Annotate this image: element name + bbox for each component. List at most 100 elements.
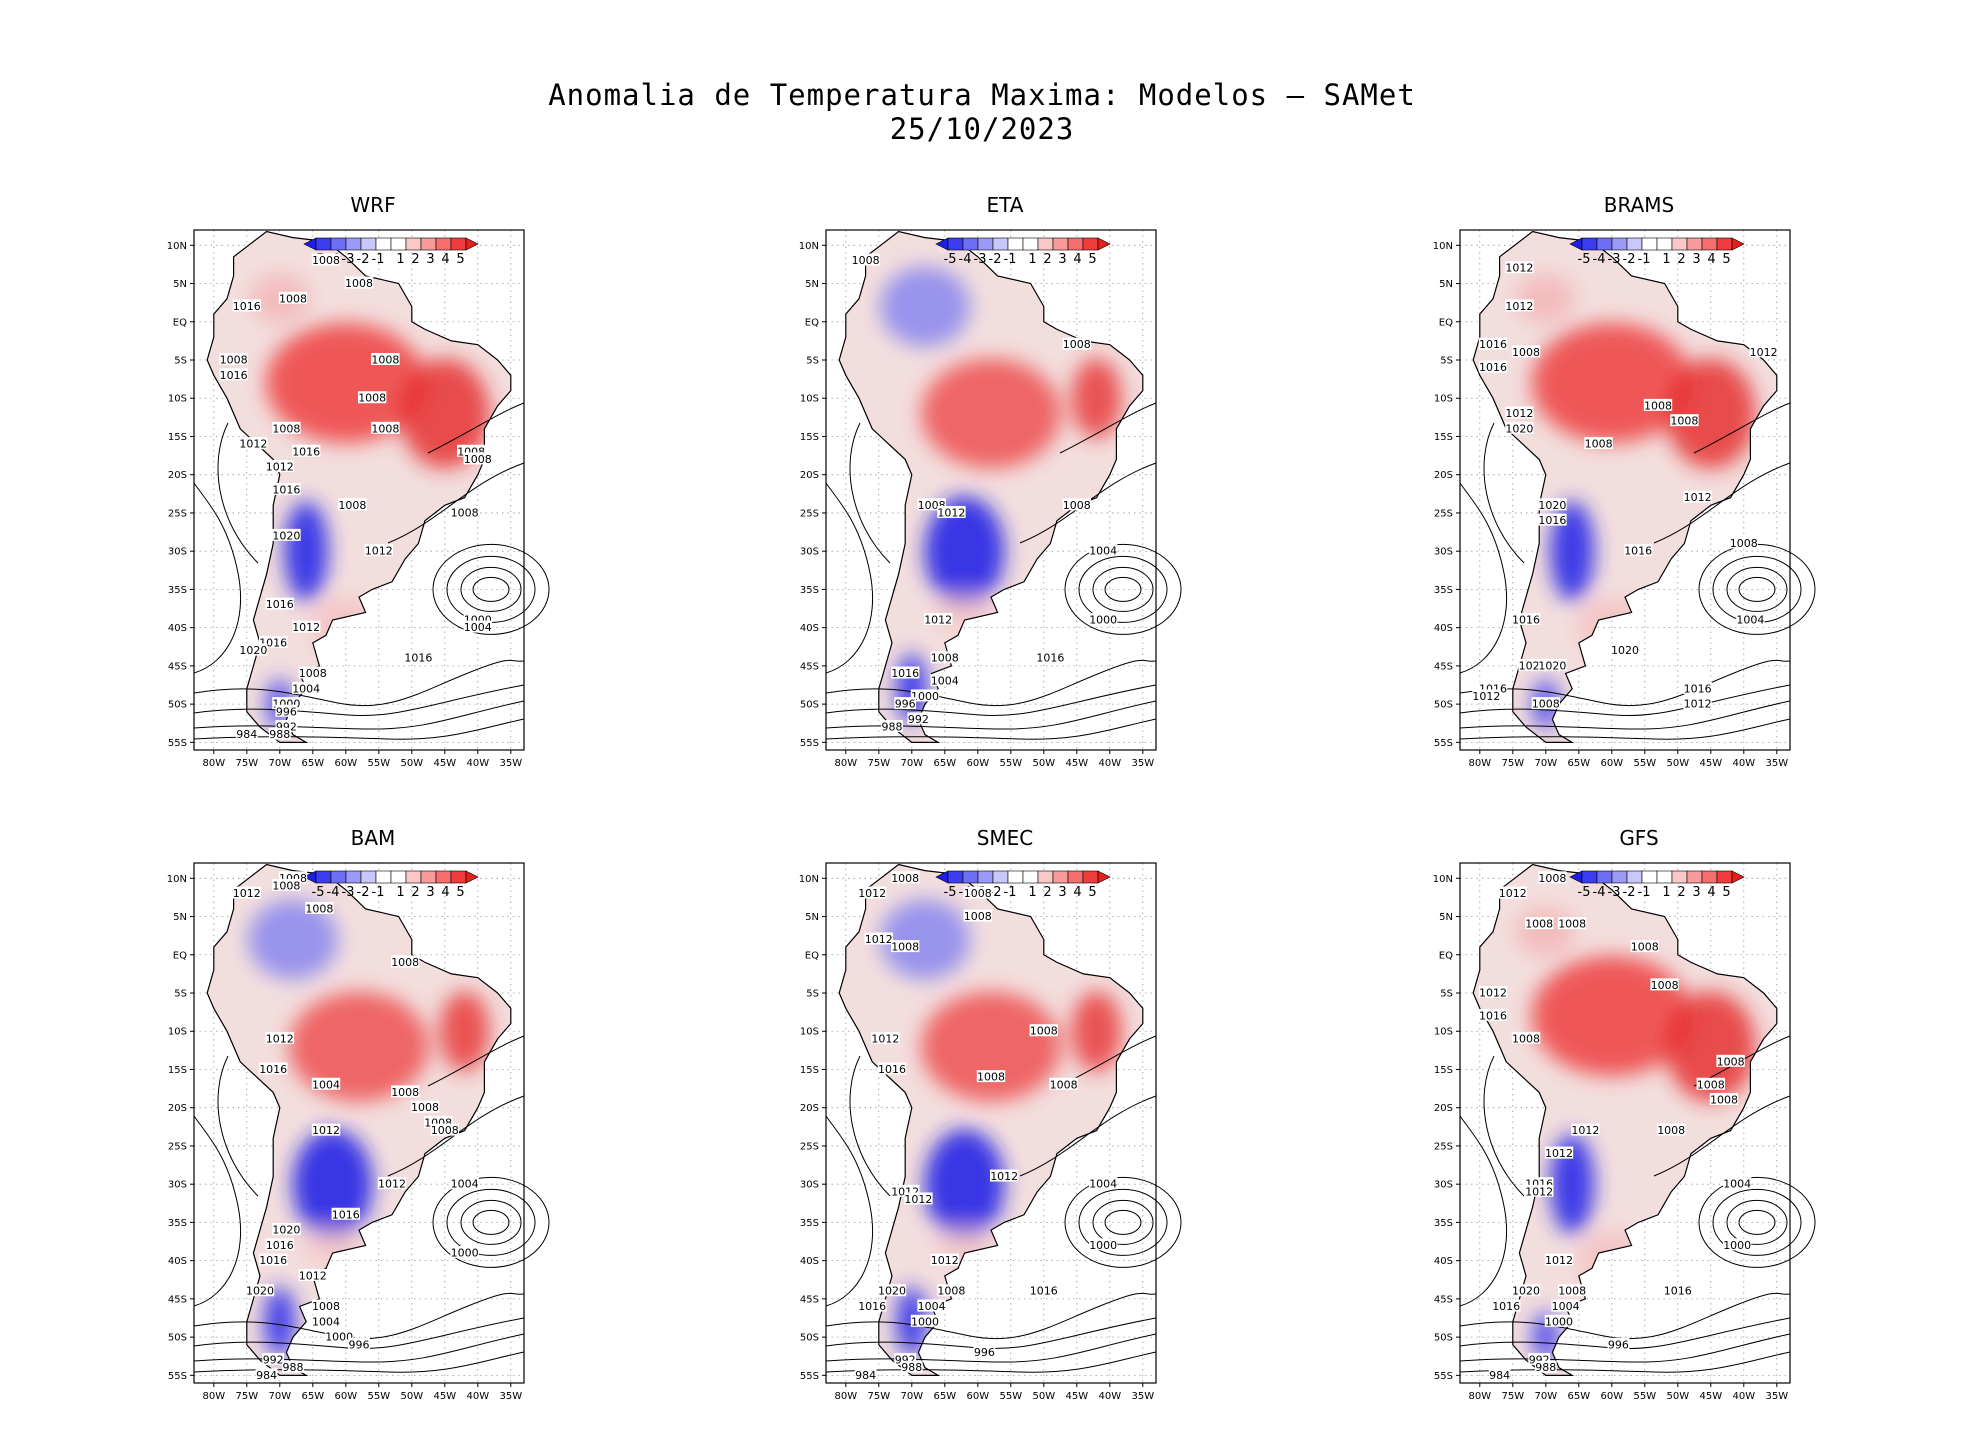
isobar-label: 1008 — [1644, 399, 1672, 412]
isobar-label: 1016 — [1538, 514, 1566, 527]
figure-date: 25/10/2023 — [889, 112, 1075, 146]
isobar-label: 1008 — [312, 254, 340, 267]
isobar-label: 1008 — [964, 910, 992, 923]
panel-title: BRAMS — [1603, 193, 1675, 217]
lat-tick-label: 5S — [806, 356, 819, 367]
isobar-label: 984 — [1489, 1369, 1510, 1382]
isobar-label: 1008 — [852, 254, 880, 267]
lat-tick-label: 20S — [168, 1103, 187, 1114]
isobar-label: 1012 — [312, 1124, 340, 1137]
lat-tick-label: 5S — [806, 989, 819, 1000]
isobar-label: 1012 — [1479, 987, 1507, 1000]
isobar-labels: 1008 1012 1008 1008 1008 1008 1012 1016 1008 1008… — [1478, 871, 1752, 1382]
map-panel: WRF 10N 5N EQ 5S 10S 15S 20S 25S 30S 35S 40S 45S 50S… — [138, 193, 608, 793]
lon-tick-label: 50W — [400, 758, 423, 769]
isobar-label: 1016 — [1036, 652, 1064, 665]
lon-tick-label: 35W — [1765, 758, 1788, 769]
colorbar-label: 5 — [1088, 885, 1096, 900]
lat-tick-label: 50S — [168, 700, 187, 711]
colorbar-label: -5 — [944, 885, 957, 900]
isobar-label: 1020 — [1538, 659, 1566, 672]
map-panel: ETA 10N 5N EQ 5S 10S 15S 20S 25S 30S 35S 40S 45S 50S… — [770, 193, 1240, 793]
colorbar-label: -2 — [357, 252, 370, 267]
lat-tick-label: 20S — [1434, 1103, 1453, 1114]
lat-tick-label: 40S — [168, 623, 187, 634]
isobar-label: 1008 — [371, 422, 399, 435]
coastline — [1472, 863, 1778, 1376]
lon-tick-label: 60W — [1600, 1391, 1623, 1402]
isobar-label: 1012 — [858, 887, 886, 900]
colorbar-label: 1 — [1028, 885, 1036, 900]
isobar-label: 1016 — [292, 445, 320, 458]
lat-tick-label: 5S — [1440, 356, 1453, 367]
isobar-label: 1004 — [918, 1300, 946, 1313]
isobar-label: 1016 — [1512, 614, 1540, 627]
isobar-label: 1008 — [338, 499, 366, 512]
isobar-label: 1016 — [891, 667, 919, 680]
lon-tick-label: 55W — [1633, 1391, 1656, 1402]
map-svg: 10N 5N EQ 5S 10S 15S 20S 25S 30S 35S 40S 45S 50S 55S 8… — [167, 229, 550, 769]
lon-tick-label: 75W — [235, 758, 258, 769]
isobar-label: 1020 — [239, 644, 267, 657]
lat-tick-label: 45S — [800, 661, 819, 672]
colorbar-label: 1 — [1662, 885, 1670, 900]
map-panel: SMEC 10N 5N EQ 5S 10S 15S 20S 25S 30S 35S 40S 45S 50… — [770, 826, 1240, 1426]
isobar-label: 996 — [349, 1338, 370, 1351]
lat-tick-label: 45S — [1434, 661, 1453, 672]
colorbar-label: -2 — [989, 252, 1002, 267]
lat-tick-label: 5S — [174, 989, 187, 1000]
colorbar-label: 3 — [1058, 252, 1066, 267]
lon-tick-label: 40W — [1732, 758, 1755, 769]
isobar-label: 1000 — [325, 1331, 353, 1344]
plot-frame — [1459, 862, 1791, 1384]
lat-tick-label: 10S — [1434, 1027, 1453, 1038]
lat-tick-label: 5N — [805, 279, 819, 290]
lat-tick-label: 50S — [168, 1333, 187, 1344]
isobar-label: 1000 — [911, 1315, 939, 1328]
isobar-label: 1008 — [272, 422, 300, 435]
lat-tick-label: 20S — [800, 1103, 819, 1114]
colorbar-label: 5 — [1722, 885, 1730, 900]
isobar-label: 988 — [283, 1361, 304, 1374]
isobar-label: 992 — [263, 1354, 284, 1367]
lat-tick-label: 35S — [1434, 585, 1453, 596]
lat-tick-label: 30S — [168, 1180, 187, 1191]
isobar-label: 1008 — [1063, 338, 1091, 351]
plot-frame — [193, 862, 525, 1384]
lat-tick-label: 55S — [800, 738, 819, 749]
isobar-label: 1004 — [292, 682, 320, 695]
isobar-label: 1008 — [1657, 1124, 1685, 1137]
isobar-label: 1008 — [1512, 1032, 1540, 1045]
colorbar-label: -2 — [1623, 885, 1636, 900]
colorbar-label: 2 — [1043, 252, 1051, 267]
isobar-label: 1012 — [904, 1193, 932, 1206]
isobar-label: 996 — [974, 1346, 995, 1359]
lon-tick-label: 55W — [999, 758, 1022, 769]
isobar-label: 1016 — [1479, 338, 1507, 351]
isobar-label: 1008 — [1651, 979, 1679, 992]
isobar-label: 1012 — [1499, 887, 1527, 900]
lat-tick-label: 55S — [168, 1371, 187, 1382]
lat-tick-label: 10S — [1434, 394, 1453, 405]
lon-tick-label: 75W — [1501, 758, 1524, 769]
colorbar-label: 4 — [441, 252, 449, 267]
lat-tick-label: 45S — [1434, 1294, 1453, 1305]
isobar-label: 1000 — [1723, 1239, 1751, 1252]
lon-tick-label: 35W — [1131, 758, 1154, 769]
colorbar-label: 4 — [1073, 252, 1081, 267]
colorbar-label: 4 — [441, 885, 449, 900]
lon-tick-label: 70W — [1534, 1391, 1557, 1402]
plot-frame — [825, 862, 1157, 1384]
lat-tick-label: 15S — [800, 432, 819, 443]
lat-tick-label: 45S — [168, 1294, 187, 1305]
colorbar-label: 3 — [1692, 885, 1700, 900]
lat-tick-label: 30S — [1434, 1180, 1453, 1191]
isobar-label: 1020 — [272, 1224, 300, 1237]
isobar-label: 1008 — [1538, 872, 1566, 885]
lon-tick-label: 75W — [867, 1391, 890, 1402]
isobar-label: 1020 — [1505, 422, 1533, 435]
lat-tick-label: EQ — [805, 317, 819, 328]
map-svg: 10N 5N EQ 5S 10S 15S 20S 25S 30S 35S 40S 45S 50S 55S 8… — [799, 862, 1182, 1402]
lat-tick-label: 25S — [800, 508, 819, 519]
